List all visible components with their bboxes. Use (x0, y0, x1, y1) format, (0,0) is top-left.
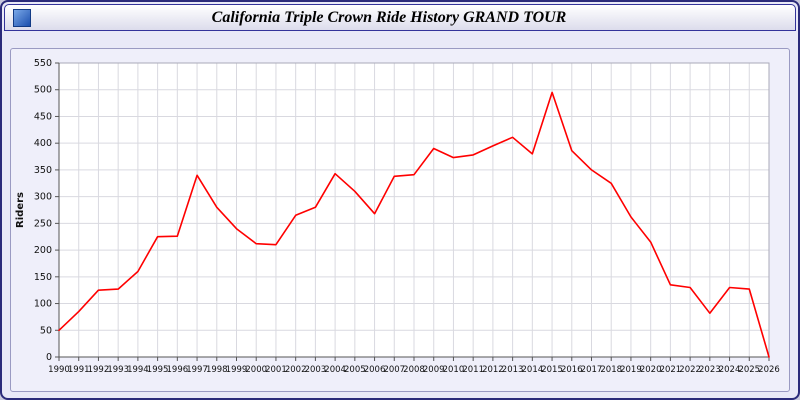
x-tick-label: 2019 (620, 365, 642, 375)
x-tick-label: 1992 (88, 365, 110, 375)
x-tick-label: 2003 (305, 365, 327, 375)
x-tick-label: 2016 (561, 365, 583, 375)
y-tick-label: 450 (34, 111, 52, 122)
y-tick-label: 0 (46, 352, 52, 363)
riders-line-chart: 0501001502002503003504004505005501990199… (15, 58, 780, 375)
x-tick-label: 1997 (186, 365, 208, 375)
x-tick-label: 2021 (660, 365, 682, 375)
x-tick-label: 1995 (147, 365, 169, 375)
chart-panel: 0 50 100 150 200 250 300 350 400 450 500 550 1990 199… (10, 48, 790, 392)
x-tick-label: 2008 (403, 365, 425, 375)
x-tick-label: 2026 (758, 365, 780, 375)
x-tick-label: 1994 (127, 365, 149, 375)
x-tick-label: 2017 (581, 365, 603, 375)
x-tick-label: 2002 (285, 365, 307, 375)
x-tick-label: 2005 (344, 365, 366, 375)
x-tick-label: 2022 (679, 365, 701, 375)
y-axis-label: Riders (15, 192, 26, 228)
x-tick-label: 2025 (738, 365, 760, 375)
x-tick-label: 2024 (719, 365, 741, 375)
y-tick-label: 500 (34, 85, 52, 96)
x-tick-label: 2020 (640, 365, 662, 375)
x-tick-label: 1991 (68, 365, 90, 375)
y-tick-label: 50 (40, 325, 52, 336)
y-tick-label: 200 (34, 245, 52, 256)
y-tick-label: 350 (34, 165, 52, 176)
page-title: California Triple Crown Ride History GRA… (211, 8, 567, 26)
x-tick-label: 2000 (245, 365, 267, 375)
x-tick-label: 2014 (522, 365, 544, 375)
x-tick-label: 2015 (541, 365, 563, 375)
x-tick-label: 2023 (699, 365, 721, 375)
x-tick-label: 2018 (600, 365, 622, 375)
riders-series-line (58, 91, 770, 358)
x-tick-label: 2012 (482, 365, 504, 375)
x-tick-label: 2006 (364, 365, 386, 375)
x-tick-label: 2004 (324, 365, 346, 375)
x-tick-label: 2007 (383, 365, 405, 375)
y-tick-label: 250 (34, 218, 52, 229)
y-tick-label: 100 (34, 299, 52, 310)
x-tick-label: 1999 (226, 365, 248, 375)
x-tick-label: 2013 (502, 365, 524, 375)
x-tick-label: 2009 (423, 365, 445, 375)
title-bar: California Triple Crown Ride History GRA… (4, 4, 796, 31)
app-icon (13, 8, 31, 27)
x-tick-label: 1996 (167, 365, 189, 375)
x-tick-label: 1990 (48, 365, 70, 375)
x-tick-label: 1993 (107, 365, 129, 375)
x-tick-label: 2001 (265, 365, 287, 375)
y-tick-label: 400 (34, 138, 52, 149)
y-tick-label: 150 (34, 272, 52, 283)
y-tick-label: 300 (34, 192, 52, 203)
y-tick-label: 550 (34, 58, 52, 69)
x-tick-label: 2010 (443, 365, 465, 375)
x-tick-label: 2011 (462, 365, 484, 375)
x-tick-label: 1998 (206, 365, 228, 375)
